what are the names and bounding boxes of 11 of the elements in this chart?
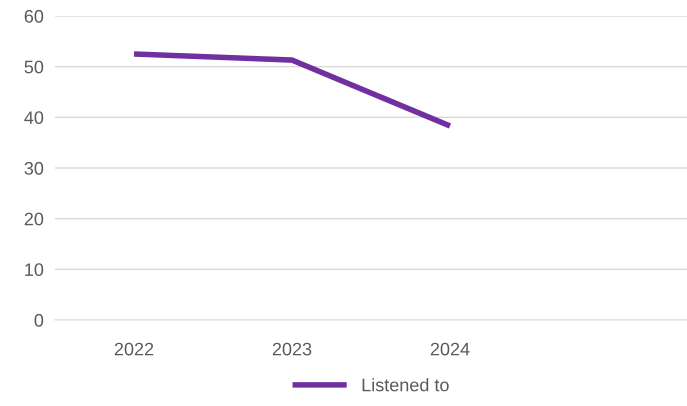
x-tick-label: 2023	[272, 342, 312, 356]
y-tick-label: 40	[24, 111, 44, 124]
x-tick-label: 2022	[114, 342, 154, 356]
y-tick-label: 30	[24, 162, 44, 175]
x-tick-label: 2024	[430, 342, 470, 356]
y-tick-label: 0	[34, 314, 44, 327]
y-tick-label: 50	[24, 60, 44, 74]
y-tick-label: 10	[25, 263, 44, 276]
y-tick-label: 60	[24, 10, 44, 23]
y-tick-label: 20	[24, 212, 44, 226]
legend-label: Listened to	[362, 378, 449, 392]
